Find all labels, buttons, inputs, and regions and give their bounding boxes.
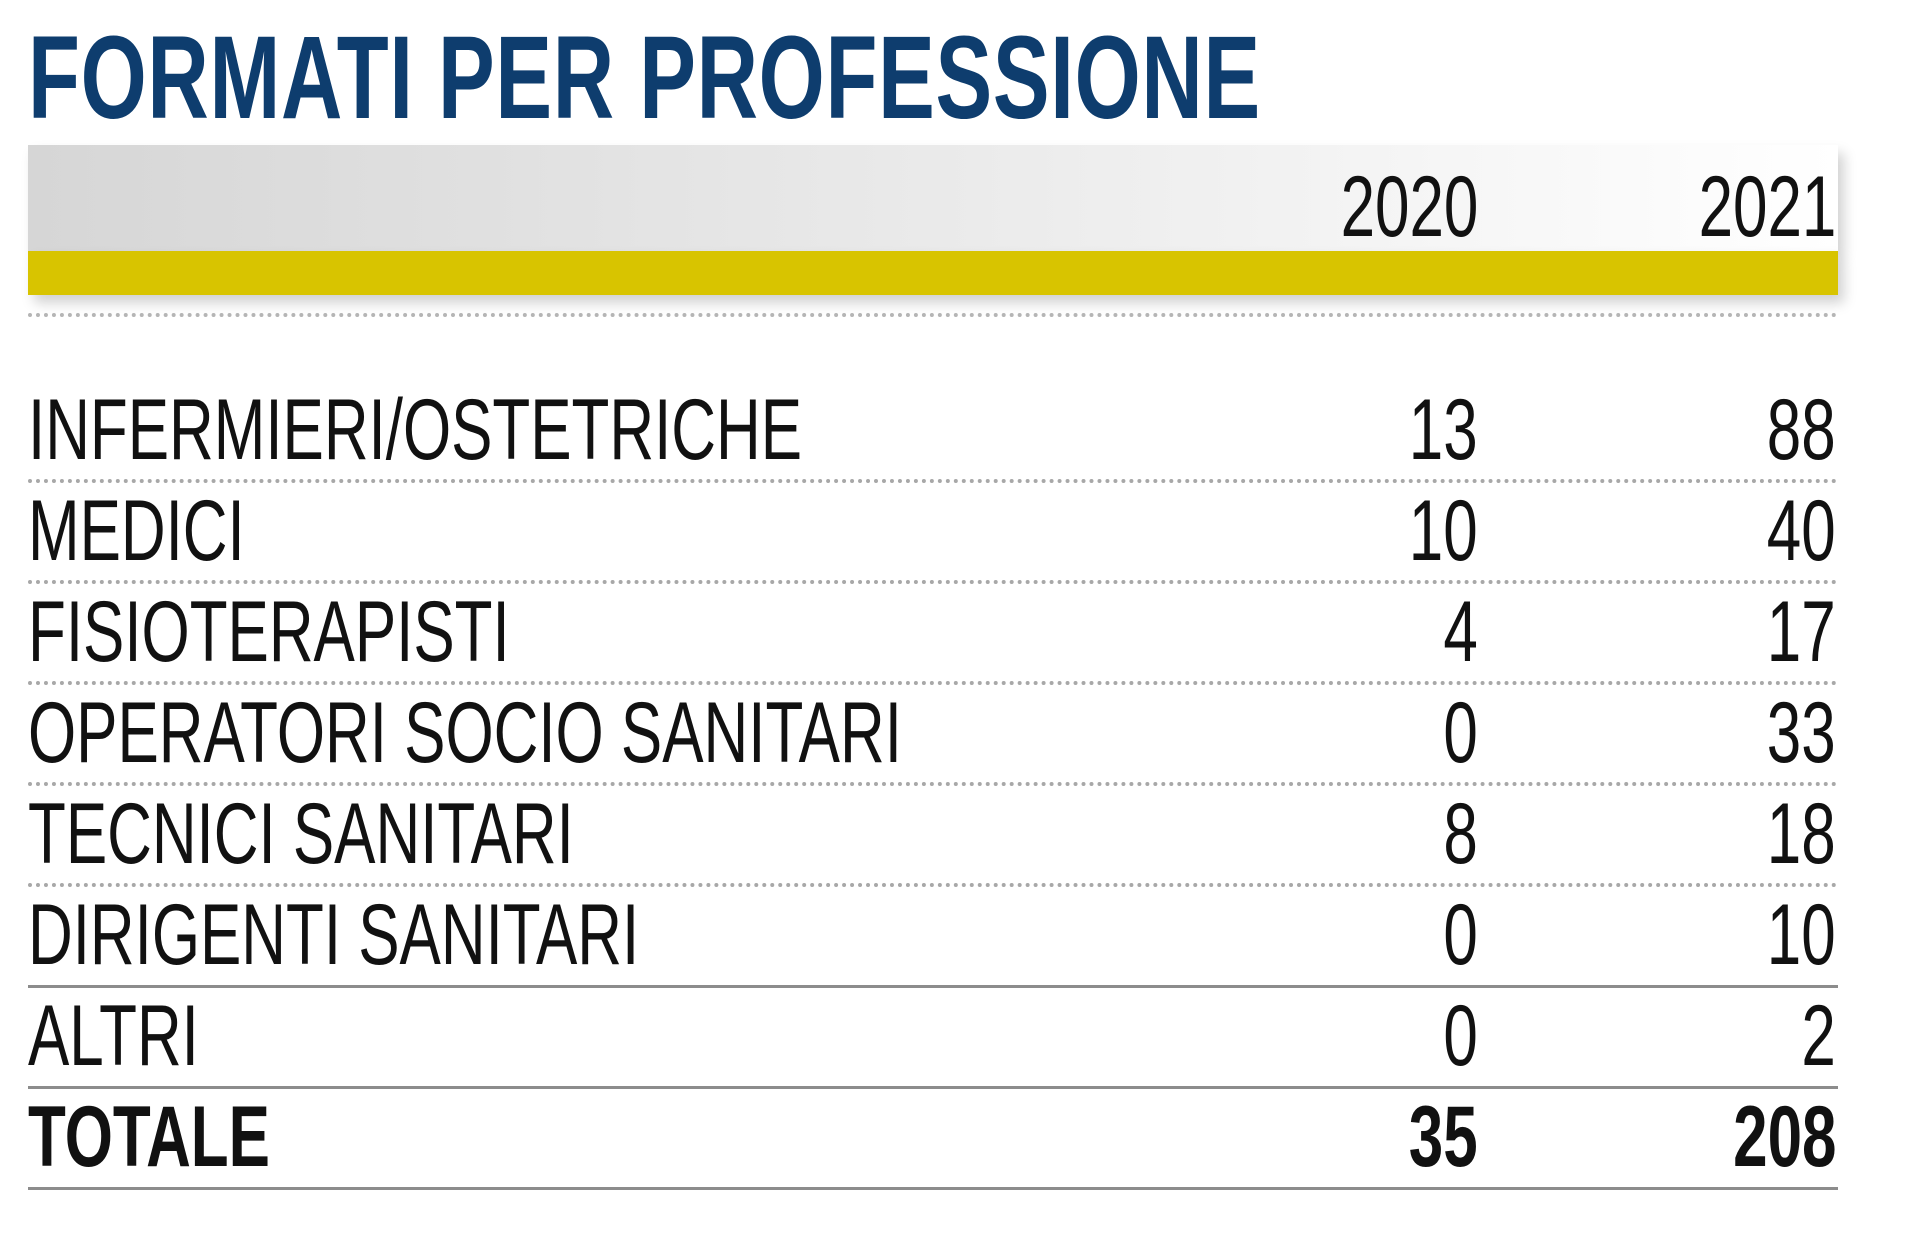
total-label: TOTALE [28, 1089, 270, 1185]
table-row: INFERMIERI/OSTETRICHE 13 88 [28, 383, 1838, 483]
column-header-2020: 2020 [1340, 159, 1478, 255]
header-band [28, 145, 1838, 251]
chart-title: FORMATI PER PROFESSIONE [28, 12, 1261, 144]
row-divider [28, 782, 1838, 786]
cell-2020: 4 [1443, 584, 1478, 680]
header-accent-bar [28, 251, 1838, 295]
cell-2021: 40 [1767, 483, 1836, 579]
cell-2021: 33 [1767, 685, 1836, 781]
cell-2021: 2 [1801, 988, 1836, 1084]
table-row: MEDICI 10 40 [28, 484, 1838, 584]
total-2020: 35 [1409, 1089, 1478, 1185]
row-label: OPERATORI SOCIO SANITARI [28, 685, 902, 781]
row-label: TECNICI SANITARI [28, 786, 574, 882]
row-divider [28, 985, 1838, 988]
column-header-2021: 2021 [1698, 159, 1836, 255]
row-divider [28, 1086, 1838, 1089]
cell-2020: 10 [1409, 483, 1478, 579]
cell-2021: 17 [1767, 584, 1836, 680]
total-2021: 208 [1732, 1089, 1836, 1185]
row-label: MEDICI [28, 483, 245, 579]
cell-2021: 88 [1767, 382, 1836, 478]
cell-2020: 13 [1409, 382, 1478, 478]
total-row: TOTALE 35 208 [28, 1090, 1838, 1190]
table-row: ALTRI 0 2 [28, 989, 1838, 1089]
row-divider [28, 681, 1838, 685]
row-label: DIRIGENTI SANITARI [28, 887, 640, 983]
row-divider [28, 580, 1838, 584]
table-row: FISIOTERAPISTI 4 17 [28, 585, 1838, 685]
row-divider [28, 1187, 1838, 1190]
cell-2020: 0 [1443, 988, 1478, 1084]
cell-2020: 0 [1443, 887, 1478, 983]
row-label: INFERMIERI/OSTETRICHE [28, 382, 803, 478]
table-row: DIRIGENTI SANITARI 0 10 [28, 888, 1838, 988]
cell-2020: 0 [1443, 685, 1478, 781]
row-divider [28, 883, 1838, 887]
header-divider [28, 313, 1838, 317]
row-divider [28, 479, 1838, 483]
row-label: FISIOTERAPISTI [28, 584, 510, 680]
cell-2021: 10 [1767, 887, 1836, 983]
table-row: TECNICI SANITARI 8 18 [28, 787, 1838, 887]
row-label: ALTRI [28, 988, 199, 1084]
table-row: OPERATORI SOCIO SANITARI 0 33 [28, 686, 1838, 786]
cell-2020: 8 [1443, 786, 1478, 882]
cell-2021: 18 [1767, 786, 1836, 882]
